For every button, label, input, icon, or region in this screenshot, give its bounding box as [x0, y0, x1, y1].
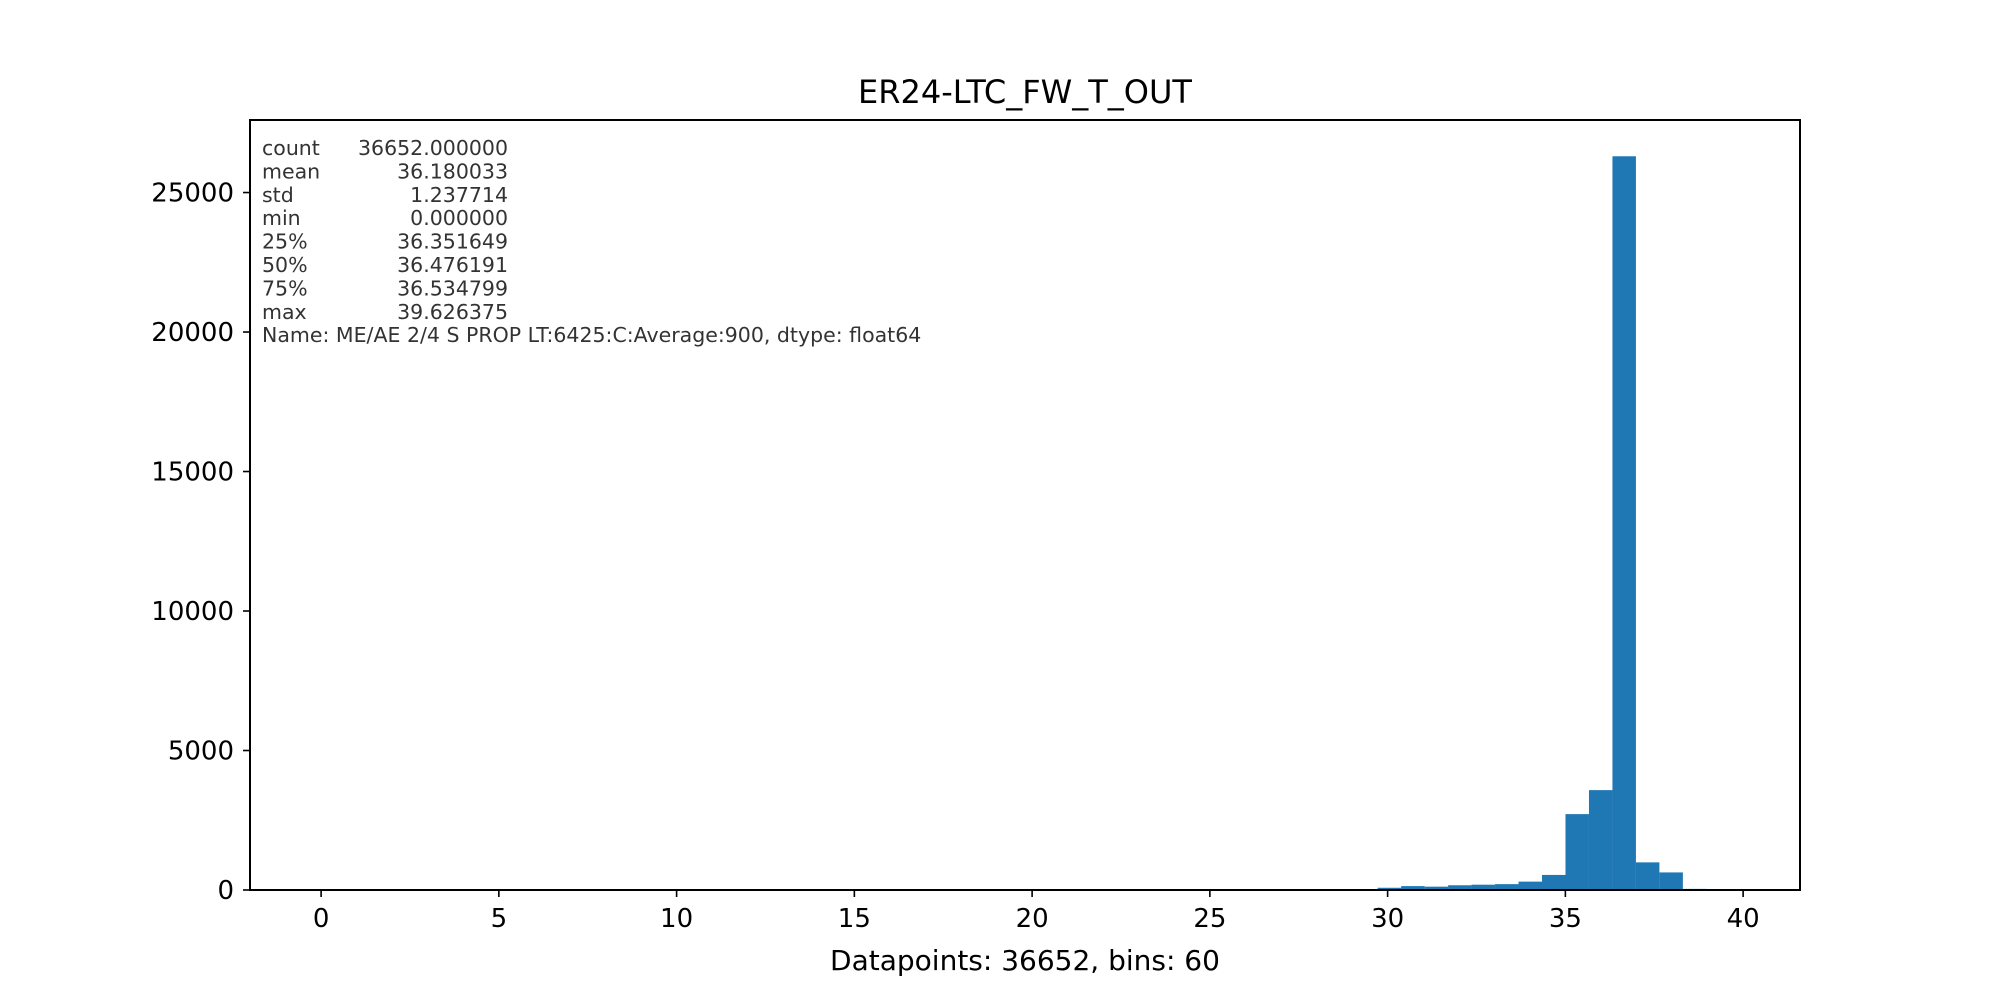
stats-value: 36.180033: [397, 159, 508, 183]
histogram-bar: [1565, 814, 1589, 890]
x-tick-label: 40: [1727, 904, 1760, 934]
histogram-bar: [1448, 885, 1472, 890]
y-tick-label: 20000: [151, 318, 234, 348]
stats-key: mean: [262, 159, 320, 183]
y-tick-label: 5000: [168, 737, 234, 767]
stats-key: 25%: [262, 230, 308, 254]
y-tick-label: 0: [217, 876, 234, 906]
x-tick-label: 30: [1371, 904, 1404, 934]
stats-value: 0.000000: [410, 206, 508, 230]
x-tick-label: 20: [1016, 904, 1049, 934]
stats-value: 36652.000000: [358, 136, 508, 160]
stats-key: 75%: [262, 276, 308, 300]
stats-key: count: [262, 136, 320, 160]
histogram-bar: [1542, 874, 1566, 890]
histogram-bars: [321, 156, 1730, 891]
y-axis-ticks: 0 5000 10000 15000 20000 25000: [151, 179, 250, 906]
histogram-bar: [1401, 886, 1425, 890]
axes-frame: [249, 119, 1801, 891]
histogram-bar: [1471, 884, 1496, 890]
chart-title: ER24-LTC_FW_T_OUT: [858, 73, 1192, 111]
stats-value: 36.476191: [397, 253, 508, 277]
histogram-bar: [1495, 884, 1519, 890]
stats-key: 50%: [262, 253, 308, 277]
y-tick-label: 25000: [151, 179, 234, 209]
x-tick-label: 10: [660, 904, 693, 934]
x-tick-label: 25: [1193, 904, 1226, 934]
stats-key: std: [262, 183, 294, 207]
stats-value: 36.534799: [397, 276, 508, 300]
histogram-bar: [1588, 790, 1613, 890]
histogram-bar: [1377, 887, 1402, 890]
stats-key: min: [262, 206, 301, 230]
y-tick-label: 15000: [151, 458, 234, 488]
x-tick-label: 0: [313, 904, 330, 934]
y-tick-label: 10000: [151, 597, 234, 627]
histogram-bar: [1635, 862, 1660, 890]
histogram-bar: [1518, 881, 1543, 890]
x-tick-label: 5: [491, 904, 508, 934]
histogram-bar: [1659, 872, 1683, 890]
stats-annotation: count 36652.000000 mean 36.180033 std 1.23771…: [262, 136, 921, 347]
histogram-bar: [1424, 886, 1449, 890]
stats-value: 39.626375: [397, 300, 508, 324]
x-axis-ticks: 0 5 10 15 20 25 30 35 40: [313, 890, 1760, 934]
x-tick-label: 15: [838, 904, 871, 934]
stats-value: 1.237714: [410, 183, 508, 207]
x-axis-label: Datapoints: 36652, bins: 60: [830, 944, 1220, 977]
stats-name-line: Name: ME/AE 2/4 S PROP LT:6425:C:Average…: [262, 323, 921, 347]
x-tick-label: 35: [1549, 904, 1582, 934]
histogram-bar: [1612, 156, 1636, 890]
stats-value: 36.351649: [397, 230, 508, 254]
stats-key: max: [262, 300, 307, 324]
